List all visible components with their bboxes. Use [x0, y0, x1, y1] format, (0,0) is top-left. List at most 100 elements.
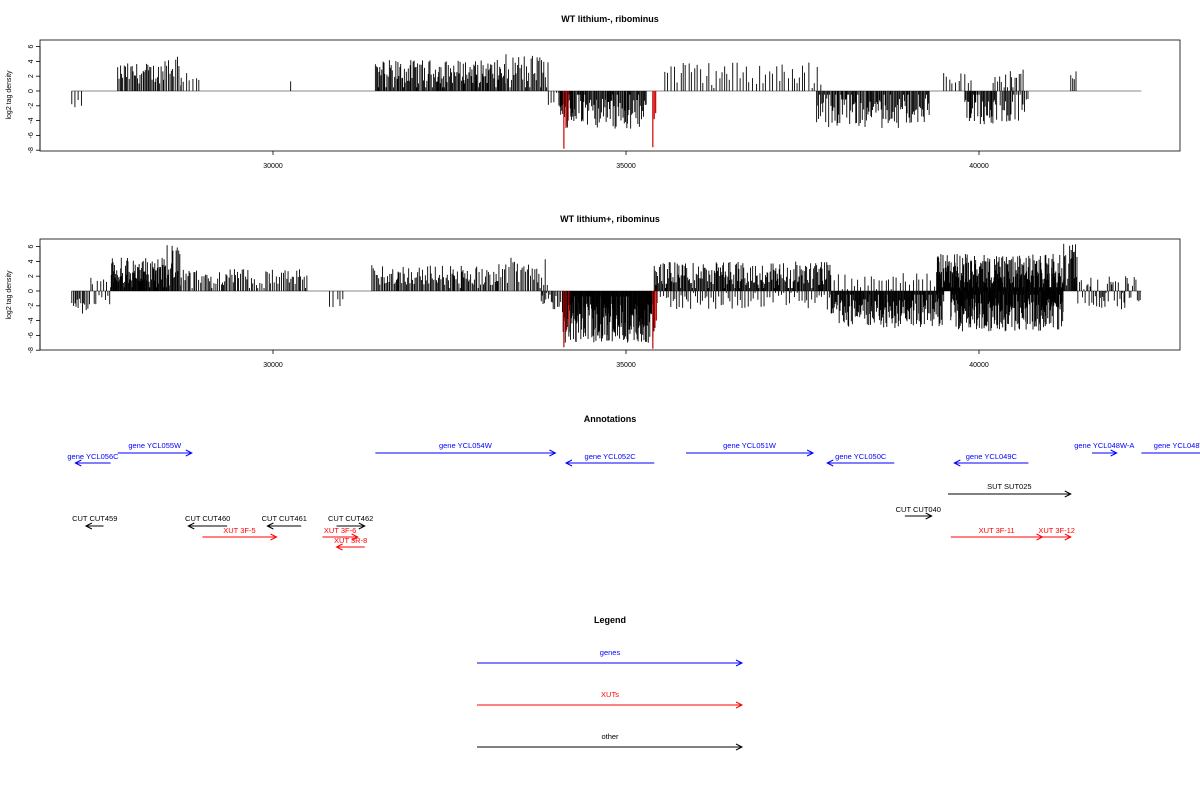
- feature-arrowhead: [270, 533, 278, 541]
- annotation-feature: gene YCL056C: [67, 452, 119, 467]
- panel-1-ylabel: log2 tag density: [6, 70, 13, 120]
- panel-1-axes: -8 -6 -4 -2 0 2 4 6 30000 35000 40000: [28, 45, 989, 170]
- legend-label: other: [601, 732, 619, 741]
- y-tick-label: 6: [28, 245, 35, 249]
- y-tick-label: -4: [28, 117, 35, 123]
- annotation-feature: gene YCL051W: [686, 441, 815, 457]
- y-tick-label: -2: [28, 303, 35, 309]
- feature-arrowhead: [1064, 533, 1072, 541]
- annotation-label: XUT 3F-11: [979, 526, 1015, 535]
- legend-item: genes: [477, 648, 744, 667]
- annotation-feature: CUT CUT461: [262, 514, 307, 530]
- annotation-label: gene YCL050C: [835, 452, 887, 461]
- annotation-label: SUT SUT025: [987, 482, 1031, 491]
- annotation-feature: gene YCL055W: [117, 441, 193, 457]
- x-tick-label: 35000: [616, 362, 636, 369]
- y-tick-label: 0: [28, 89, 35, 93]
- annotation-label: XUT 3R-8: [334, 536, 367, 545]
- legend-item: XUTs: [477, 690, 744, 709]
- panel-1-title: WT lithium-, ribominus: [561, 14, 659, 24]
- annotation-label: gene YCL056C: [67, 452, 119, 461]
- annotation-feature: CUT CUT459: [72, 514, 117, 530]
- annotation-feature: XUT 3F-12: [1038, 526, 1075, 541]
- feature-arrowhead: [187, 522, 195, 530]
- legend-label: XUTs: [601, 690, 619, 699]
- annotation-label: XUT 3F-5: [223, 526, 255, 535]
- y-tick-label: -2: [28, 103, 35, 109]
- annotation-label: CUT CUT462: [328, 514, 373, 523]
- annotation-label: gene YCL055W: [128, 441, 182, 450]
- feature-arrowhead: [74, 459, 82, 467]
- feature-arrowhead: [735, 659, 744, 667]
- annotation-label: gene YCL048W: [1154, 441, 1200, 450]
- feature-arrowhead: [564, 459, 573, 467]
- legend: Legend genes XUTs other: [477, 615, 744, 751]
- annotation-label: gene YCL049C: [966, 452, 1018, 461]
- panel-lithium-minus: WT lithium-, ribominus log2 tag density …: [6, 14, 1181, 170]
- x-tick-label: 35000: [616, 163, 636, 170]
- annotation-feature: XUT 3F-11: [950, 526, 1044, 541]
- legend-item: other: [477, 732, 744, 751]
- y-tick-label: -6: [28, 132, 35, 138]
- annotation-feature: CUT CUT460: [185, 514, 230, 530]
- feature-arrowhead: [925, 512, 933, 520]
- y-tick-label: 2: [28, 74, 35, 78]
- annotation-feature: CUT CUT462: [328, 514, 373, 530]
- legend-title: Legend: [594, 615, 626, 625]
- annotation-label: gene YCL051W: [723, 441, 777, 450]
- feature-arrowhead: [549, 449, 557, 457]
- annotation-label: XUT 3F-12: [1038, 526, 1075, 535]
- y-tick-label: -8: [28, 347, 35, 353]
- panel-2-ylabel: log2 tag density: [6, 270, 13, 320]
- annotation-feature: gene YCL050C: [826, 452, 895, 467]
- panel-2-marks: [71, 243, 1142, 349]
- annotation-feature: XUT 3R-8: [334, 536, 367, 551]
- annotation-feature: gene YCL048W-A: [1074, 441, 1134, 457]
- annotation-feature: XUT 3F-5: [202, 526, 278, 541]
- y-tick-label: -6: [28, 332, 35, 338]
- annotation-label: XUT 3F-6: [324, 526, 356, 535]
- feature-arrowhead: [335, 543, 343, 551]
- feature-arrowhead: [358, 522, 366, 530]
- annotation-label: CUT CUT461: [262, 514, 307, 523]
- feature-arrowhead: [266, 522, 274, 530]
- feature-arrowhead: [351, 533, 359, 541]
- annotation-label: CUT CUT040: [896, 505, 941, 514]
- feature-arrowhead: [1064, 490, 1072, 498]
- y-tick-label: 6: [28, 45, 35, 49]
- feature-arrowhead: [185, 449, 193, 457]
- x-tick-label: 40000: [969, 362, 989, 369]
- annotation-label: gene YCL048W-A: [1074, 441, 1134, 450]
- y-tick-label: 2: [28, 274, 35, 278]
- legend-items: genes XUTs other: [477, 648, 744, 751]
- feature-arrowhead: [826, 459, 834, 467]
- panel-lithium-plus: WT lithium+, ribominus log2 tag density …: [6, 214, 1181, 369]
- annotation-feature: SUT SUT025: [947, 482, 1072, 498]
- legend-label: genes: [600, 648, 621, 657]
- annotation-features: gene YCL056C gene YCL055W gene YCL054W gene…: [67, 441, 1200, 551]
- panel-2-axes: -8 -6 -4 -2 0 2 4 6 30000 35000 40000: [28, 245, 989, 369]
- feature-arrowhead: [806, 449, 815, 457]
- annotation-label: gene YCL054W: [439, 441, 493, 450]
- x-tick-label: 40000: [969, 163, 989, 170]
- panel-1-marks: [71, 54, 1142, 149]
- y-tick-label: -8: [28, 147, 35, 153]
- annotation-label: CUT CUT460: [185, 514, 230, 523]
- y-tick-label: -4: [28, 317, 35, 323]
- feature-arrowhead: [953, 459, 961, 467]
- panel-2-title: WT lithium+, ribominus: [560, 214, 660, 224]
- annotation-feature: XUT 3F-6: [322, 526, 359, 541]
- annotations-title: Annotations: [584, 414, 637, 424]
- feature-arrowhead: [735, 701, 744, 709]
- feature-arrowhead: [735, 743, 744, 751]
- y-tick-label: 4: [28, 259, 35, 263]
- y-tick-label: 4: [28, 59, 35, 63]
- y-tick-label: 0: [28, 289, 35, 293]
- annotation-feature: gene YCL054W: [375, 441, 557, 457]
- feature-arrowhead: [1110, 449, 1118, 457]
- annotation-feature: CUT CUT040: [896, 505, 941, 520]
- annotation-feature: gene YCL049C: [953, 452, 1029, 467]
- x-tick-label: 30000: [263, 362, 283, 369]
